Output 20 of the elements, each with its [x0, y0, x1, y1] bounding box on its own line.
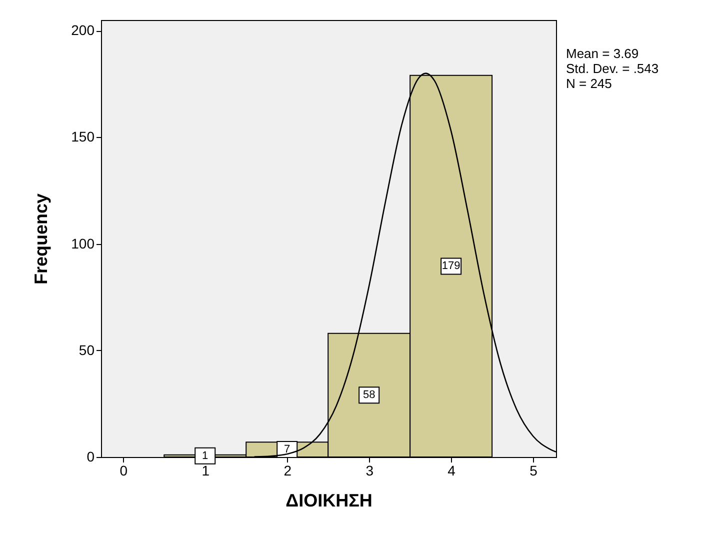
x-tick-label: 2 [284, 462, 292, 478]
text: Std. Dev. = .543 [566, 61, 659, 76]
data-label: 179 [442, 260, 460, 272]
x-axis-title: ΔΙΟΙΚΗΣΗ [286, 490, 372, 510]
x-tick-label: 1 [202, 462, 210, 478]
text: Mean = 3.69 [566, 46, 639, 61]
y-tick-label: 150 [71, 128, 95, 145]
data-label: 1 [202, 450, 208, 462]
x-tick-label: 4 [448, 462, 456, 478]
data-label: 7 [284, 444, 290, 456]
x-tick-label: 0 [120, 462, 128, 478]
x-tick-label: 5 [530, 462, 538, 478]
y-axis-title: Frequency [31, 193, 52, 285]
x-tick-label: 3 [366, 462, 374, 478]
y-tick-label: 50 [78, 342, 95, 358]
text: N = 245 [566, 76, 612, 91]
y-tick-label: 100 [71, 235, 95, 252]
data-label: 58 [362, 389, 376, 402]
y-tick-label: 200 [71, 22, 95, 38]
y-tick-label: 0 [86, 448, 95, 464]
